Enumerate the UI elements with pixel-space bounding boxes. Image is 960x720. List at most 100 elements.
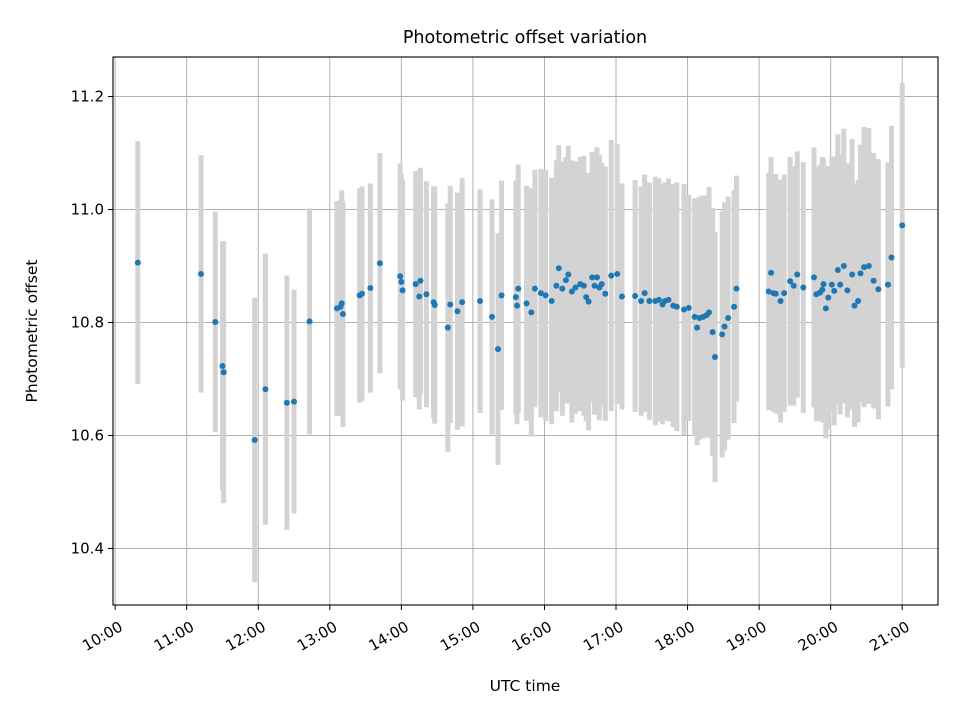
data-point [459, 299, 466, 306]
y-tick-label: 11.2 [71, 88, 104, 106]
data-point [397, 273, 404, 280]
data-point [488, 313, 495, 320]
plot-frame [112, 56, 939, 606]
data-point [477, 298, 484, 305]
data-point [531, 285, 538, 292]
data-point [338, 300, 345, 307]
data-point [719, 331, 726, 338]
error-bars [135, 82, 905, 583]
data-point [709, 329, 716, 336]
data-point [825, 294, 832, 301]
data-point [851, 302, 858, 309]
x-tick-label: 17:00 [580, 618, 626, 655]
y-tick-label: 10.4 [71, 540, 104, 558]
data-point [512, 294, 519, 301]
data-point [444, 324, 451, 331]
chart-title: Photometric offset variation [403, 28, 647, 48]
data-point [412, 281, 419, 288]
data-point [794, 271, 801, 278]
data-point [819, 286, 826, 293]
data-point [593, 274, 600, 281]
data-point [844, 287, 851, 294]
data-point [498, 292, 505, 299]
data-point [523, 300, 530, 307]
data-point [861, 264, 868, 271]
data-point [585, 298, 592, 305]
data-point [810, 274, 817, 281]
data-point [706, 309, 713, 316]
data-point [822, 305, 829, 312]
data-point [820, 281, 827, 288]
data-point [514, 302, 521, 309]
y-tick-label: 10.8 [71, 314, 104, 332]
data-point [711, 353, 718, 360]
data-point [855, 298, 862, 305]
data-point [840, 263, 847, 270]
data-point [291, 398, 298, 405]
data-point [220, 369, 227, 376]
data-point [828, 281, 835, 288]
data-point [598, 281, 605, 288]
x-tick-label: 13:00 [294, 618, 340, 655]
data-point [731, 303, 738, 310]
x-tick-label: 16:00 [509, 618, 555, 655]
data-point [608, 272, 615, 279]
data-point [884, 281, 891, 288]
data-point [515, 285, 522, 292]
data-point [562, 277, 569, 284]
data-point [134, 259, 141, 266]
data-point [800, 284, 807, 291]
data-point [423, 291, 430, 298]
data-point [790, 282, 797, 289]
data-point [198, 270, 205, 277]
data-point [454, 308, 461, 315]
data-point [888, 254, 895, 261]
x-tick-label: 21:00 [866, 618, 912, 655]
data-point [857, 270, 864, 277]
data-point [781, 290, 788, 297]
data-point [614, 270, 621, 277]
data-point [787, 278, 794, 285]
data-point [565, 271, 572, 278]
y-tick-label: 10.6 [71, 427, 104, 445]
data-point [602, 290, 609, 297]
y-tick-label: 11.0 [71, 201, 104, 219]
data-point [219, 363, 226, 370]
data-point [262, 386, 269, 393]
data-point [568, 288, 575, 295]
data-point [339, 311, 346, 318]
data-point [733, 285, 740, 292]
data-point [618, 293, 625, 300]
data-point [834, 266, 841, 273]
data-point [765, 288, 772, 295]
x-tick-label: 20:00 [795, 618, 841, 655]
y-axis-label: Photometric offset [23, 260, 41, 403]
data-point [646, 298, 653, 305]
data-point [553, 282, 560, 289]
x-axis-ticks: 10:00 11:00 12:00 13:00 14:00 15:00 16:00 17:00… [79, 605, 913, 655]
data-point [694, 324, 701, 331]
data-point [772, 290, 779, 297]
data-point [831, 287, 838, 294]
data-point [367, 285, 374, 292]
data-point [665, 296, 672, 303]
x-tick-label: 18:00 [652, 618, 698, 655]
data-point [673, 303, 680, 310]
data-point [555, 265, 562, 272]
data-point [306, 318, 313, 325]
data-point [447, 301, 454, 308]
x-tick-label: 14:00 [366, 618, 412, 655]
data-point [580, 282, 587, 289]
data-point [416, 293, 423, 300]
data-point [875, 286, 882, 293]
data-point [548, 298, 555, 305]
data-point [251, 437, 258, 444]
data-point [376, 260, 383, 267]
data-point [638, 298, 645, 305]
data-point [870, 277, 877, 284]
data-points [134, 222, 906, 444]
data-point [632, 292, 639, 299]
x-tick-label: 11:00 [151, 618, 197, 655]
data-point [849, 271, 856, 278]
x-tick-label: 19:00 [723, 618, 769, 655]
